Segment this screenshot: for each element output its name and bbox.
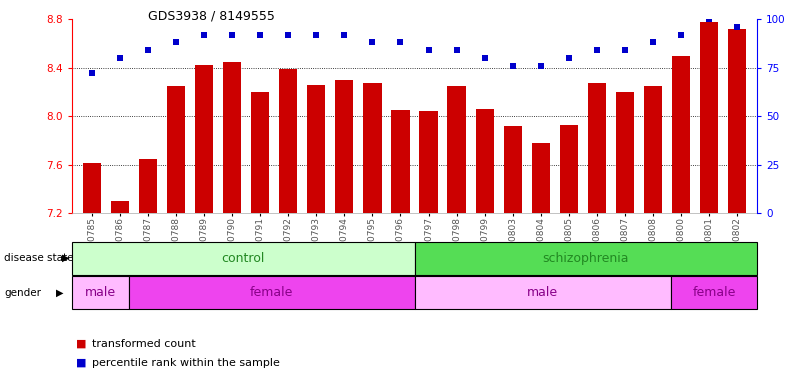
Point xyxy=(562,55,575,61)
Point xyxy=(170,40,183,46)
Bar xyxy=(588,83,606,213)
Point xyxy=(394,40,407,46)
Bar xyxy=(336,80,353,213)
Point xyxy=(254,31,267,38)
Point xyxy=(86,70,99,76)
Point xyxy=(646,40,659,46)
Text: schizophrenia: schizophrenia xyxy=(542,252,629,265)
Point xyxy=(506,63,519,69)
Text: control: control xyxy=(222,252,265,265)
Point xyxy=(282,31,295,38)
Point xyxy=(114,55,127,61)
Point xyxy=(338,31,351,38)
Bar xyxy=(72,242,415,275)
Bar xyxy=(195,65,213,213)
Bar xyxy=(129,276,415,309)
Point xyxy=(142,47,155,53)
Point xyxy=(618,47,631,53)
Bar xyxy=(728,29,747,213)
Bar xyxy=(560,125,578,213)
Bar xyxy=(671,276,757,309)
Bar xyxy=(392,110,409,213)
Bar xyxy=(672,56,690,213)
Text: disease state: disease state xyxy=(4,253,74,263)
Point xyxy=(534,63,547,69)
Text: male: male xyxy=(85,286,116,299)
Text: transformed count: transformed count xyxy=(92,339,196,349)
Bar xyxy=(364,83,381,213)
Text: ■: ■ xyxy=(76,339,87,349)
Bar xyxy=(700,22,718,213)
Point xyxy=(422,47,435,53)
Bar xyxy=(532,143,550,213)
Bar xyxy=(307,84,325,213)
Bar xyxy=(83,164,101,213)
Point xyxy=(478,55,491,61)
Bar xyxy=(415,242,757,275)
Bar xyxy=(139,159,157,213)
Bar xyxy=(251,92,269,213)
Text: female: female xyxy=(692,286,736,299)
Bar xyxy=(415,276,671,309)
Point xyxy=(702,16,715,22)
Text: GDS3938 / 8149555: GDS3938 / 8149555 xyxy=(148,10,275,23)
Bar xyxy=(476,109,493,213)
Text: ▶: ▶ xyxy=(56,288,64,298)
Point xyxy=(731,24,743,30)
Bar xyxy=(448,86,465,213)
Bar xyxy=(279,69,297,213)
Bar xyxy=(111,201,129,213)
Bar xyxy=(504,126,522,213)
Text: gender: gender xyxy=(4,288,41,298)
Point xyxy=(674,31,687,38)
Text: percentile rank within the sample: percentile rank within the sample xyxy=(92,358,280,368)
Point xyxy=(450,47,463,53)
Bar xyxy=(72,276,129,309)
Text: female: female xyxy=(250,286,293,299)
Text: ■: ■ xyxy=(76,358,87,368)
Bar xyxy=(223,61,241,213)
Point xyxy=(366,40,379,46)
Text: male: male xyxy=(527,286,558,299)
Point xyxy=(226,31,239,38)
Bar xyxy=(167,86,185,213)
Bar xyxy=(644,86,662,213)
Point xyxy=(198,31,211,38)
Point xyxy=(590,47,603,53)
Bar xyxy=(420,111,437,213)
Point xyxy=(310,31,323,38)
Bar xyxy=(616,92,634,213)
Text: ▶: ▶ xyxy=(62,253,70,263)
